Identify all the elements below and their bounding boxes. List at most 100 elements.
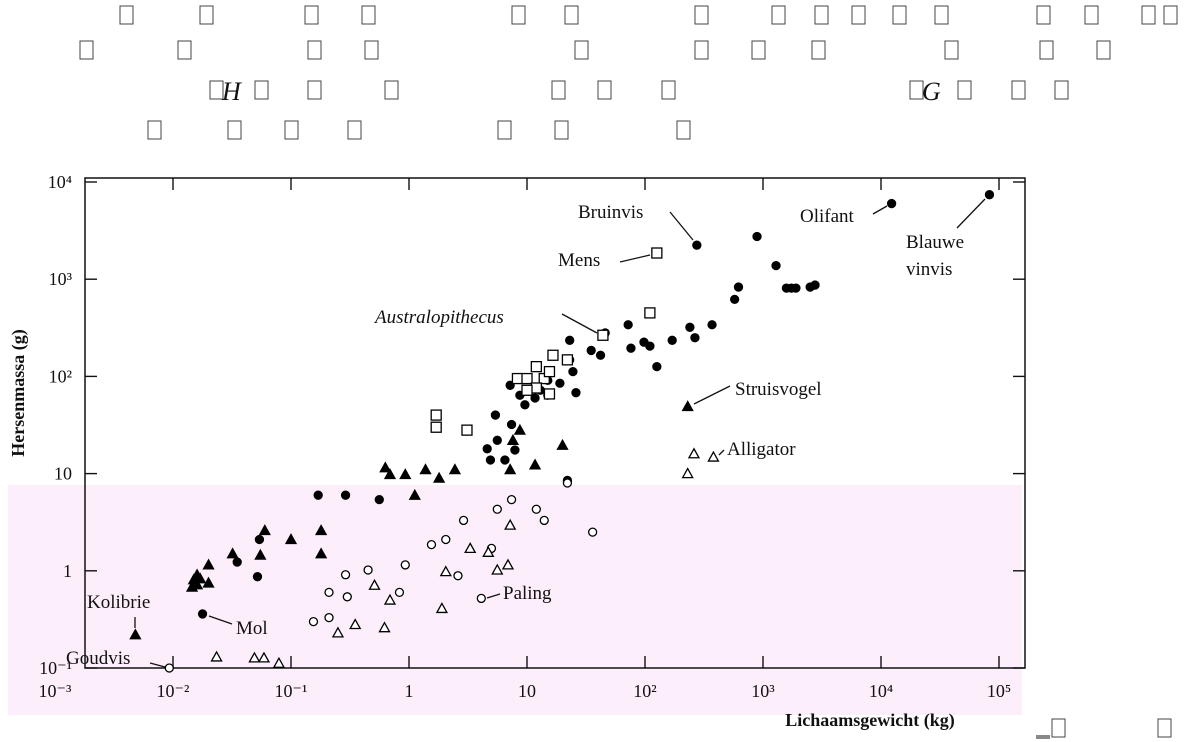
missing-glyph	[771, 5, 786, 25]
data-point	[254, 534, 265, 545]
missing-glyph	[1036, 5, 1051, 25]
data-point	[681, 467, 694, 479]
data-point	[984, 190, 995, 200]
y-tick-label: 10⁴	[48, 172, 72, 192]
data-point	[399, 468, 412, 480]
missing-glyph	[384, 80, 399, 100]
data-point	[530, 382, 542, 394]
data-point	[733, 282, 744, 292]
leader-line	[669, 211, 694, 241]
data-point	[129, 628, 142, 640]
missing-glyph	[347, 120, 362, 140]
overlay-panel	[8, 485, 1022, 715]
y-tick-label: 10⁻¹	[39, 658, 72, 678]
annotation: Australopithecus	[373, 307, 504, 328]
data-point	[272, 656, 286, 668]
x-tick-label: 10⁻¹	[275, 681, 308, 701]
missing-glyph	[814, 5, 829, 25]
data-point	[461, 424, 473, 436]
data-point	[202, 576, 215, 588]
missing-glyphs	[79, 5, 1178, 738]
data-point	[652, 361, 662, 372]
data-point	[531, 504, 541, 514]
data-point	[568, 366, 578, 377]
missing-glyph	[199, 5, 214, 25]
data-point	[426, 539, 437, 550]
missing-glyph	[511, 5, 526, 25]
missing-glyph	[79, 40, 94, 60]
data-point	[707, 450, 720, 462]
data-point	[433, 471, 446, 483]
y-axis-label: Hersenmassa (g)	[8, 329, 29, 456]
data-point	[490, 410, 501, 420]
annotation: Kolibrie	[87, 592, 150, 613]
missing-glyph	[364, 40, 379, 60]
x-tick-label: 10²	[633, 681, 656, 701]
missing-glyph	[957, 80, 972, 100]
missing-glyph	[597, 80, 612, 100]
data-point	[342, 592, 352, 602]
data-point	[315, 547, 328, 559]
missing-glyph	[147, 120, 162, 140]
data-point	[197, 609, 208, 619]
data-point	[492, 435, 502, 445]
missing-glyph	[851, 5, 866, 25]
data-point	[506, 494, 517, 505]
x-tick-label: 10³	[751, 681, 775, 701]
data-point	[232, 557, 242, 567]
data-point	[185, 580, 199, 592]
data-point	[419, 463, 432, 475]
data-point	[210, 650, 223, 662]
data-point	[530, 360, 542, 373]
data-point	[453, 571, 463, 581]
data-point	[587, 527, 598, 537]
data-point	[521, 372, 533, 385]
data-point	[383, 468, 397, 480]
data-point	[363, 565, 373, 575]
missing-glyph	[661, 80, 676, 100]
data-point	[482, 545, 495, 557]
data-point	[400, 560, 410, 570]
data-point	[687, 447, 701, 459]
plot-area: 10⁻³ 10⁻² 10⁻¹ 1 10 10² 10³ 10⁴ 10⁵ 10⁻¹ 1 10 10² 10³…	[39, 172, 1025, 701]
data-point	[771, 260, 781, 271]
data-point	[667, 335, 677, 345]
annotation: Mol	[236, 618, 268, 639]
data-point	[597, 329, 609, 341]
leader-line	[149, 662, 166, 668]
data-point	[202, 558, 215, 570]
data-point	[378, 621, 391, 633]
data-point	[257, 651, 271, 663]
y-tick-label: 10³	[49, 269, 73, 289]
data-point	[374, 494, 384, 505]
data-point	[258, 524, 271, 536]
x-tick-label: 10⁻³	[39, 681, 73, 701]
leader-line	[956, 198, 986, 229]
data-point	[521, 384, 533, 396]
missing-glyph	[1096, 40, 1111, 60]
decor-dash	[1036, 735, 1050, 739]
annotation: Goudvis	[66, 648, 130, 669]
annotation: Bruinvis	[578, 202, 643, 223]
leader-line	[718, 449, 725, 456]
data-point	[368, 578, 381, 590]
data-point	[539, 515, 549, 526]
data-point	[752, 231, 762, 242]
data-point	[645, 341, 655, 351]
data-point	[439, 565, 452, 577]
missing-glyph	[284, 120, 299, 140]
data-point	[506, 419, 517, 430]
data-point	[324, 612, 334, 623]
missing-glyph	[1141, 5, 1156, 25]
data-point	[441, 534, 451, 545]
missing-glyph	[751, 40, 766, 60]
data-point	[562, 478, 573, 488]
x-tick-label: 10⁻²	[157, 681, 190, 701]
data-point	[810, 280, 820, 290]
data-point	[190, 568, 204, 580]
missing-glyph	[694, 40, 709, 60]
data-point	[254, 548, 267, 560]
annotation: Struisvogel	[735, 379, 822, 400]
missing-glyph	[497, 120, 512, 140]
data-point	[586, 345, 596, 356]
